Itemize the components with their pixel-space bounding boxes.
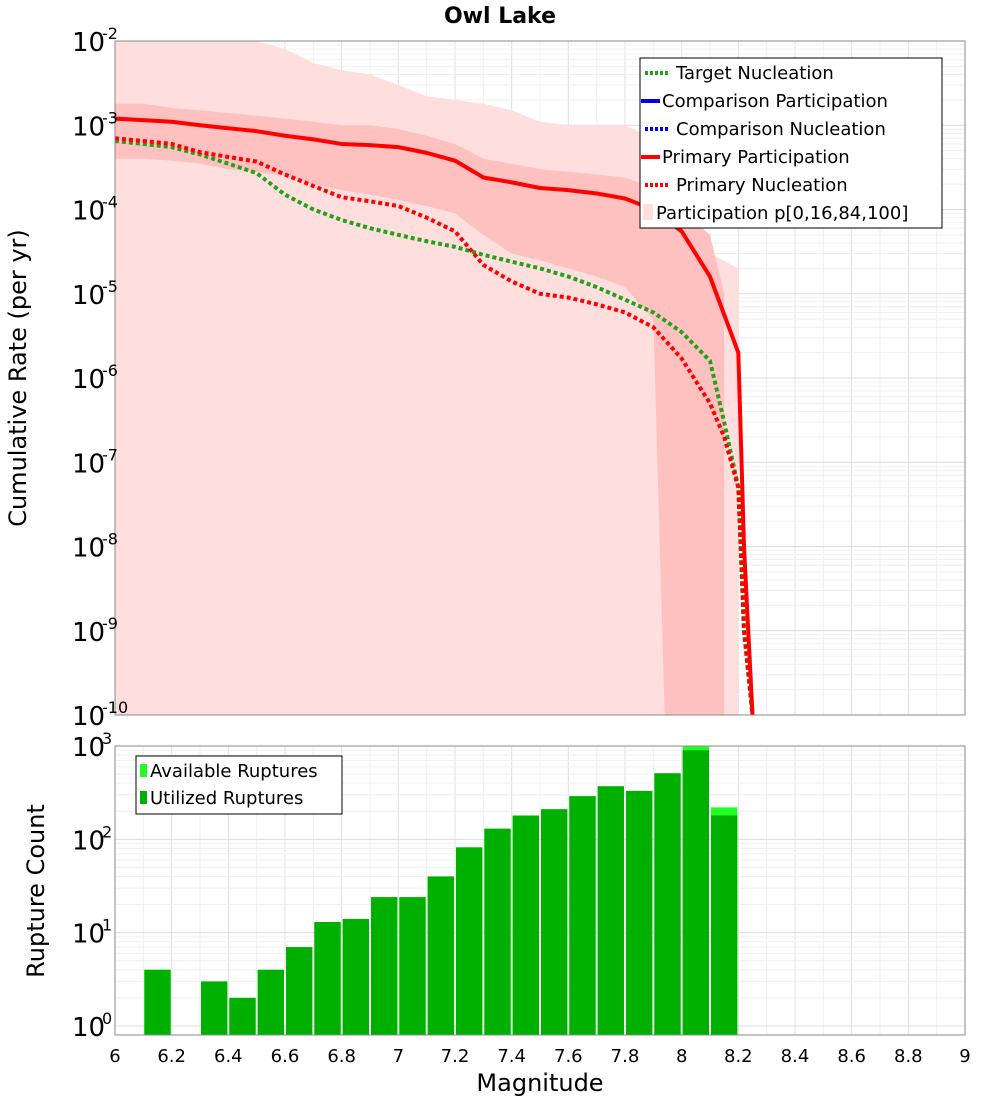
rate-y-axis-label: Cumulative Rate (per yr) xyxy=(4,229,32,527)
rate-y-tick-exponent: -8 xyxy=(102,530,118,549)
count-plot-frame xyxy=(114,745,966,1036)
magnitude-x-tick-label: 8.6 xyxy=(837,1046,866,1067)
bar-utilized xyxy=(456,847,483,1035)
count-y-tick-label: 10 xyxy=(72,826,105,856)
count-y-tick-label: 10 xyxy=(72,1013,105,1043)
magnitude-x-tick-label: 8.4 xyxy=(781,1046,810,1067)
bar-utilized xyxy=(512,815,539,1035)
bar-utilized xyxy=(371,897,398,1035)
rate-y-tick-exponent: -6 xyxy=(102,361,118,380)
bar-utilized xyxy=(597,786,624,1035)
magnitude-x-tick-label: 6.6 xyxy=(271,1046,300,1067)
rate-y-tick-exponent: -9 xyxy=(102,614,118,633)
rate-legend: Target Nucleation Comparison Participati… xyxy=(639,57,943,229)
bar-utilized xyxy=(541,809,568,1035)
magnitude-x-tick-label: 7.2 xyxy=(441,1046,470,1067)
legend-target-nucleation: Target Nucleation xyxy=(675,63,834,84)
bar-utilized xyxy=(201,981,228,1035)
legend-utilized-ruptures: Utilized Ruptures xyxy=(150,788,303,809)
count-y-tick-exponent: 3 xyxy=(102,729,112,748)
magnitude-x-tick-label: 9 xyxy=(959,1046,970,1067)
magnitude-x-tick-label: 6 xyxy=(109,1046,120,1067)
legend-primary-participation: Primary Participation xyxy=(662,147,850,168)
magnitude-x-tick-label: 6.8 xyxy=(327,1046,356,1067)
chart-title: Owl Lake xyxy=(444,4,556,29)
bar-utilized xyxy=(342,919,369,1035)
magnitude-x-tick-label: 7.8 xyxy=(611,1046,640,1067)
count-y-tick-exponent: 2 xyxy=(102,822,112,841)
bar-utilized xyxy=(427,876,454,1035)
rate-y-tick-label: 10 xyxy=(72,365,105,395)
legend-comparison-participation: Comparison Participation xyxy=(662,91,888,112)
rate-y-tick-exponent: -5 xyxy=(102,277,118,296)
bar-utilized xyxy=(144,969,171,1035)
count-y-axis-label: Rupture Count xyxy=(22,804,50,978)
rate-y-tick-label: 10 xyxy=(72,534,105,564)
series-line-primary-participation xyxy=(114,116,755,716)
rate-y-tick-exponent: -4 xyxy=(102,193,118,212)
legend-available-ruptures: Available Ruptures xyxy=(150,761,318,782)
magnitude-x-tick-label: 8 xyxy=(676,1046,687,1067)
series-line-primary-nucleation xyxy=(114,136,755,716)
bar-utilized xyxy=(569,796,596,1035)
legend-participation-band-swatch xyxy=(643,204,653,220)
rate-y-ticks: 10-210-310-410-510-610-710-810-910-10 xyxy=(72,24,128,732)
legend-comparison-nucleation: Comparison Nucleation xyxy=(676,119,886,140)
magnitude-x-tick-label: 7.4 xyxy=(497,1046,526,1067)
percentile-bands xyxy=(115,41,739,716)
bar-utilized xyxy=(286,947,313,1035)
count-y-tick-label: 10 xyxy=(72,733,105,763)
rate-y-tick-exponent: -10 xyxy=(102,698,128,717)
bar-utilized xyxy=(229,997,256,1035)
magnitude-x-tick-label: 7 xyxy=(393,1046,404,1067)
rate-y-tick-label: 10 xyxy=(72,618,105,648)
count-legend-box xyxy=(135,755,343,815)
count-y-tick-label: 10 xyxy=(72,920,105,950)
bar-utilized xyxy=(654,773,681,1035)
count-y-tick-exponent: 1 xyxy=(102,916,112,935)
bar-utilized xyxy=(399,897,426,1035)
bar-utilized xyxy=(484,828,511,1035)
rate-y-tick-label: 10 xyxy=(72,197,105,227)
bar-utilized xyxy=(682,750,709,1035)
bar-utilized xyxy=(314,922,341,1035)
magnitude-x-tick-label: 8.8 xyxy=(894,1046,923,1067)
rate-y-tick-label: 10 xyxy=(72,28,105,58)
bar-utilized xyxy=(626,790,653,1035)
rate-y-tick-label: 10 xyxy=(72,449,105,479)
count-y-tick-exponent: 0 xyxy=(102,1009,112,1028)
legend-primary-nucleation: Primary Nucleation xyxy=(676,175,848,196)
rate-y-tick-exponent: -3 xyxy=(102,108,118,127)
rate-y-tick-exponent: -7 xyxy=(102,445,118,464)
legend-available-swatch xyxy=(140,764,147,777)
bar-utilized xyxy=(711,815,738,1035)
rate-legend-box xyxy=(639,57,943,229)
band-p16-p84 xyxy=(115,103,725,716)
legend-utilized-swatch xyxy=(140,791,147,804)
legend-participation-band: Participation p[0,16,84,100] xyxy=(656,203,908,224)
rate-y-tick-label: 10 xyxy=(72,112,105,142)
rate-plot-frame xyxy=(114,40,966,716)
count-bars xyxy=(144,746,738,1035)
rate-plot: 10-210-310-410-510-610-710-810-910-10 Cu… xyxy=(4,24,966,732)
rate-y-tick-label: 10 xyxy=(72,281,105,311)
rate-y-tick-exponent: -2 xyxy=(102,24,118,43)
count-legend: Available Ruptures Utilized Ruptures xyxy=(135,755,343,815)
magnitude-x-tick-label: 7.6 xyxy=(554,1046,583,1067)
magnitude-x-ticks: 6 6.2 6.4 6.6 6.8 7 7.2 7.4 7.6 7.8 8 8.2 8.4 8.6 8.8 9 xyxy=(109,1046,970,1067)
magnitude-x-tick-label: 8.2 xyxy=(724,1046,753,1067)
rate-y-tick-label: 10 xyxy=(72,702,105,732)
magnitude-x-axis-label: Magnitude xyxy=(476,1069,603,1097)
magnitude-x-tick-label: 6.2 xyxy=(157,1046,186,1067)
bar-utilized xyxy=(257,969,284,1035)
magnitude-x-tick-label: 6.4 xyxy=(214,1046,243,1067)
rate-series-lines xyxy=(114,116,755,716)
